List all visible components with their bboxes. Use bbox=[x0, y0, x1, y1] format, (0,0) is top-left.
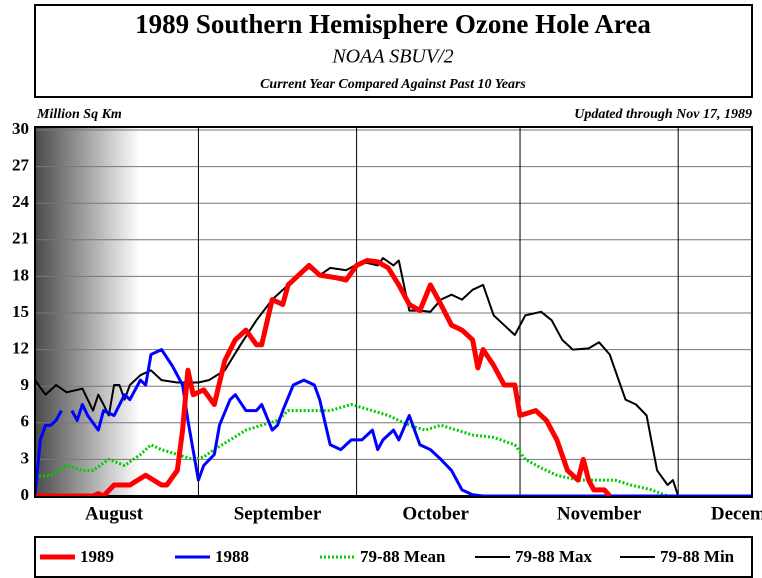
chart-caption: Current Year Compared Against Past 10 Ye… bbox=[260, 77, 526, 92]
y-tick-label: 9 bbox=[21, 375, 30, 394]
y-tick-label: 24 bbox=[12, 192, 30, 211]
grid bbox=[35, 127, 752, 497]
legend-label: 1989 bbox=[80, 547, 114, 566]
chart-title: 1989 Southern Hemisphere Ozone Hole Area bbox=[135, 9, 651, 39]
y-tick-label: 15 bbox=[12, 302, 29, 321]
y-tick-label: 6 bbox=[21, 412, 30, 431]
x-tick-label: November bbox=[557, 503, 642, 524]
polar-night-shading bbox=[35, 127, 140, 497]
y-tick-label: 27 bbox=[12, 156, 30, 175]
y-tick-label: 3 bbox=[21, 448, 30, 467]
legend-label: 79-88 Min bbox=[660, 547, 735, 566]
y-tick-label: 21 bbox=[12, 229, 29, 248]
axes: 0 3 6 9 12 15 18 21 24 27 30 August September October… bbox=[12, 119, 762, 524]
x-tick-label: September bbox=[234, 503, 322, 524]
legend: 1989 1988 79-88 Mean 79-88 Max 79-88 Min bbox=[40, 547, 735, 566]
legend-label: 79-88 Max bbox=[515, 547, 592, 566]
chart-subtitle: NOAA SBUV/2 bbox=[331, 46, 453, 68]
series-line bbox=[35, 258, 612, 497]
y-tick-label: 0 bbox=[21, 485, 30, 504]
series-line bbox=[35, 257, 752, 497]
y-tick-label: 12 bbox=[12, 339, 29, 358]
legend-label: 1988 bbox=[215, 547, 249, 566]
plot-lines bbox=[35, 257, 752, 497]
x-tick-label: December bbox=[711, 503, 762, 524]
y-tick-label: 18 bbox=[12, 265, 29, 284]
annotation: Updated through Nov 17, 1989 bbox=[574, 107, 752, 122]
x-tick-label: August bbox=[85, 503, 144, 524]
y-axis-label: Million Sq Km bbox=[36, 107, 122, 122]
x-tick-label: October bbox=[402, 503, 469, 524]
legend-label: 79-88 Mean bbox=[360, 547, 446, 566]
plot-frame bbox=[34, 126, 753, 498]
series-line bbox=[35, 403, 752, 497]
series-line bbox=[35, 348, 752, 497]
y-tick-label: 30 bbox=[12, 119, 29, 138]
title-box bbox=[34, 4, 753, 98]
